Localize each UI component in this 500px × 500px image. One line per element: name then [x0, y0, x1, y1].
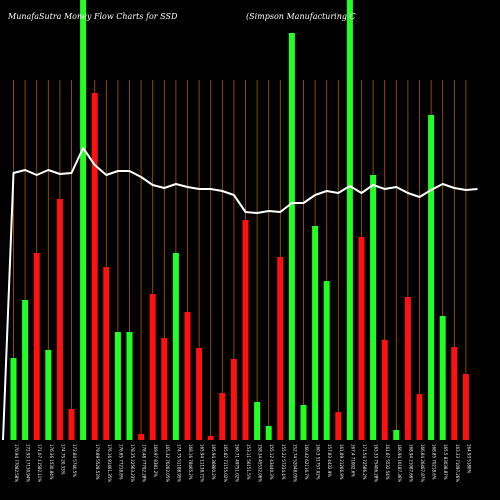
x-tick-label: 165.94 36860.2%: [211, 444, 216, 480]
bar: [56, 199, 63, 440]
bar: [10, 358, 17, 440]
x-tick-label: 155.12 43440.3%: [269, 444, 274, 480]
x-tick-label: 166.94 10187.36%: [397, 444, 402, 482]
x-tick-label: 172.84 5740.5%: [72, 444, 77, 477]
x-tick-label: 160.3 51757.02%: [316, 444, 321, 480]
bar: [33, 253, 40, 440]
x-tick-label: 163.33 71097.26%: [455, 444, 460, 482]
bar: [114, 332, 121, 440]
x-tick-label: 165.94 11138.71%: [200, 444, 205, 482]
x-tick-label: 166.84 26467.87%: [420, 444, 425, 482]
x-tick-label: 170.94 77082.58%: [14, 444, 19, 482]
x-tick-label: 179.89 5528.53%: [95, 444, 100, 480]
x-tick-label: 152.74 52048.05%: [292, 444, 297, 482]
bar: [265, 426, 272, 440]
x-tick-label: 168.16 78465.2%: [188, 444, 193, 480]
x-tick-label: 178.48 77792.28%: [142, 444, 147, 482]
x-tick-label: 176.36 1530.84%: [49, 444, 54, 480]
x-tick-label: 165.82 71155.02%: [223, 444, 228, 482]
bar: [242, 220, 249, 440]
x-tick-label: 164.93 5180%: [466, 444, 471, 473]
bar: [103, 267, 110, 440]
x-tick-label: 167.4 71002.6%: [350, 444, 355, 477]
bar: [428, 115, 435, 440]
bar: [381, 340, 388, 440]
bar: [462, 374, 469, 440]
bar: [346, 0, 353, 440]
chart-title-right: (Simpson Manufacturing C: [246, 12, 356, 21]
x-tick-label: 165.32 70262.05%: [165, 444, 170, 482]
bar: [439, 316, 446, 440]
x-tick-label: 165.5 83038.87%: [443, 444, 448, 480]
bar: [451, 347, 458, 440]
bar: [230, 359, 237, 440]
bar: [138, 434, 145, 440]
bar: [161, 338, 168, 440]
bar: [80, 0, 87, 440]
x-tick-label: 168.94 21087.66%: [408, 444, 413, 482]
money-flow-line: [2, 147, 478, 441]
bar: [91, 93, 98, 440]
bar: [22, 300, 29, 440]
bar: [254, 402, 261, 440]
bar: [219, 393, 226, 440]
bar-series: [10, 0, 469, 440]
bar: [207, 436, 214, 440]
x-tick-label: 153.11 56151.5%: [246, 444, 251, 480]
bar: [312, 226, 319, 440]
x-tick-label: 169.97 8381.2%: [153, 444, 158, 477]
x-tick-label: 161.67 5532.54%: [385, 444, 390, 480]
bar: [370, 175, 377, 440]
bar: [393, 430, 400, 440]
bar: [416, 394, 423, 440]
x-tick-labels: 170.94 77082.58% 172.93 17130.94% 171.07 1…: [14, 444, 471, 482]
x-tick-label: 158.34 45532.06%: [258, 444, 263, 482]
bar: [196, 348, 203, 440]
x-tick-label: 163.33 75406.28%: [374, 444, 379, 482]
x-tick-label: 176.16 81461.35%: [107, 444, 112, 482]
bar: [277, 257, 284, 440]
x-tick-label: 168.85 70218.6%: [432, 444, 437, 480]
bar: [172, 253, 179, 440]
x-tick-label: 172.93 17130.94%: [26, 444, 31, 482]
x-tick-label: 174.75 51188.95%: [176, 444, 181, 482]
bar: [149, 294, 156, 440]
x-tick-label: 178.35 22563.23%: [130, 444, 135, 482]
x-tick-label: 160.42 62116.7%: [304, 444, 309, 480]
x-tick-label: 171.54 72586.2%: [362, 444, 367, 480]
bar: [288, 33, 295, 440]
bar: [323, 281, 330, 440]
x-tick-label: 174.75 20.33%: [60, 444, 65, 475]
bar: [300, 405, 307, 440]
bar: [358, 237, 365, 440]
bar: [335, 412, 342, 440]
x-tick-label: 160.71 49751.02%: [234, 444, 239, 482]
bar: [68, 409, 75, 440]
x-tick-label: 157.83 4432.9%: [327, 444, 332, 477]
bar: [404, 297, 411, 440]
chart-title-left: MunafaSutra Money Flow Charts for SSD: [7, 12, 178, 21]
x-tick-label: 176.85 77218.8%: [118, 444, 123, 480]
bar: [126, 332, 133, 440]
x-tick-label: 171.07 11582.11%: [37, 444, 42, 482]
x-tick-label: 161.89 21266.9%: [339, 444, 344, 480]
bar: [45, 350, 52, 440]
x-tick-label: 155.22 57234.4%: [281, 444, 286, 480]
bar: [184, 312, 191, 440]
